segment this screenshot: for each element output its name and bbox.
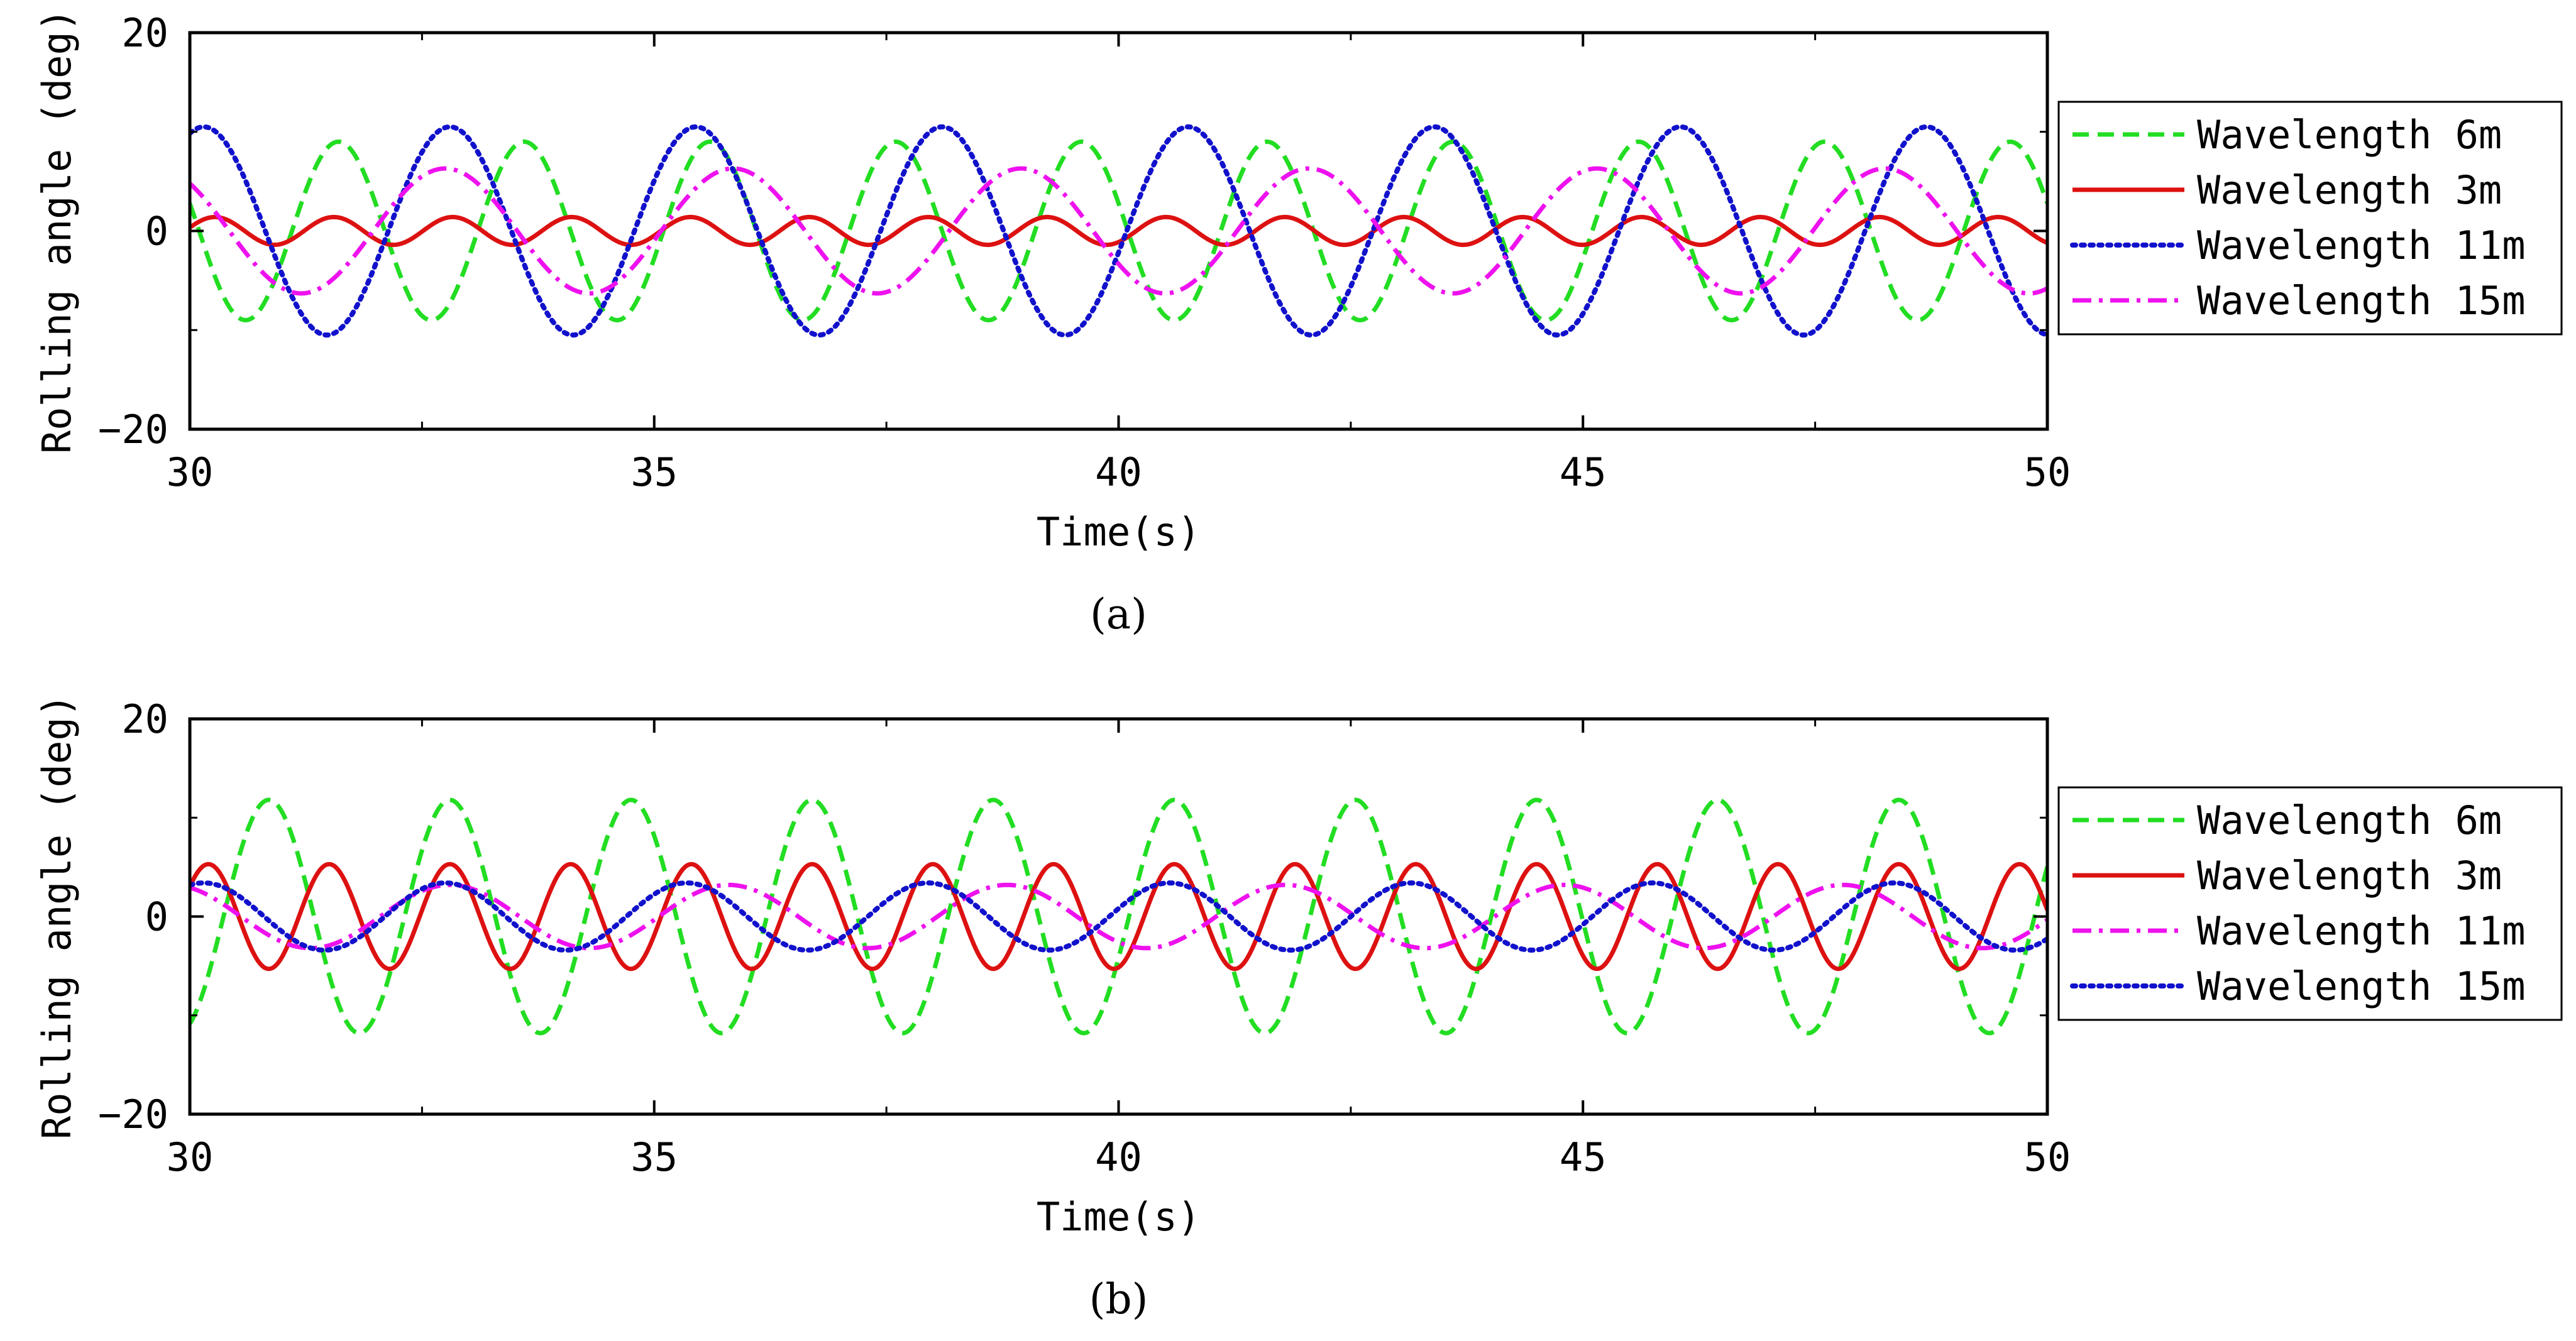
y-tick-label: −20 <box>98 1092 168 1137</box>
series-line-wavelength-3m <box>190 862 2047 972</box>
legend-label: Wavelength 3m <box>2197 853 2502 899</box>
y-axis-title: Rolling angle (deg) <box>34 694 80 1139</box>
legend-label: Wavelength 6m <box>2197 797 2502 843</box>
panel-b: 30 35 40 45 50 20 0 −20 Time(s) Rolling angle (de… <box>34 694 2563 1323</box>
y-axis-title: Rolling angle (deg) <box>34 8 80 454</box>
series-line-wavelength-6m <box>190 797 2047 1036</box>
legend-label: Wavelength 6m <box>2197 112 2502 158</box>
x-tick-label: 45 <box>1560 1134 1607 1180</box>
y-tick-label: −20 <box>98 407 168 452</box>
x-tick-label: 30 <box>167 449 214 495</box>
legend-box <box>2057 101 2563 336</box>
series-line-wavelength-6m <box>190 139 2047 323</box>
panel-label: (a) <box>1090 590 1147 638</box>
y-tick-label: 0 <box>145 894 168 940</box>
legend: Wavelength 6m Wavelength 3m Wavelength 11m… <box>2057 101 2563 336</box>
x-axis-title: Time(s) <box>1037 509 1201 555</box>
series-line-wavelength-11m <box>190 882 2047 951</box>
x-tick-label: 40 <box>1095 1134 1142 1180</box>
series-line-wavelength-3m <box>190 214 2047 248</box>
plot-frame <box>188 717 2049 1116</box>
series-line-wavelength-15m <box>190 880 2047 953</box>
x-tick-label: 35 <box>630 1134 678 1180</box>
legend-label: Wavelength 11m <box>2197 908 2526 954</box>
legend-label: Wavelength 15m <box>2197 278 2526 324</box>
x-tick-label: 50 <box>2024 449 2071 495</box>
series-group <box>190 124 2047 338</box>
panel-label: (b) <box>1089 1275 1148 1323</box>
x-tick-label: 50 <box>2024 1134 2071 1180</box>
x-axis-title: Time(s) <box>1037 1194 1201 1240</box>
series-line-wavelength-11m <box>190 124 2047 338</box>
legend-label: Wavelength 11m <box>2197 222 2526 268</box>
series-group <box>190 797 2047 1036</box>
x-tick-label: 30 <box>167 1134 214 1180</box>
y-tick-label: 20 <box>121 10 168 56</box>
x-tick-label: 35 <box>630 449 678 495</box>
y-tick-label: 0 <box>145 209 168 255</box>
legend-label: Wavelength 3m <box>2197 167 2502 213</box>
legend-box <box>2057 786 2563 1021</box>
x-tick-label: 40 <box>1095 449 1142 495</box>
x-tick-label: 45 <box>1560 449 1607 495</box>
legend: Wavelength 6m Wavelength 3m Wavelength 11m… <box>2057 786 2563 1021</box>
plot-frame <box>188 31 2049 431</box>
series-line-wavelength-15m <box>190 166 2047 296</box>
panel-a: 30 35 40 45 50 20 0 −20 Time(s) Rolling angle (de… <box>34 8 2563 638</box>
legend-label: Wavelength 15m <box>2197 963 2526 1009</box>
y-tick-label: 20 <box>121 696 168 742</box>
